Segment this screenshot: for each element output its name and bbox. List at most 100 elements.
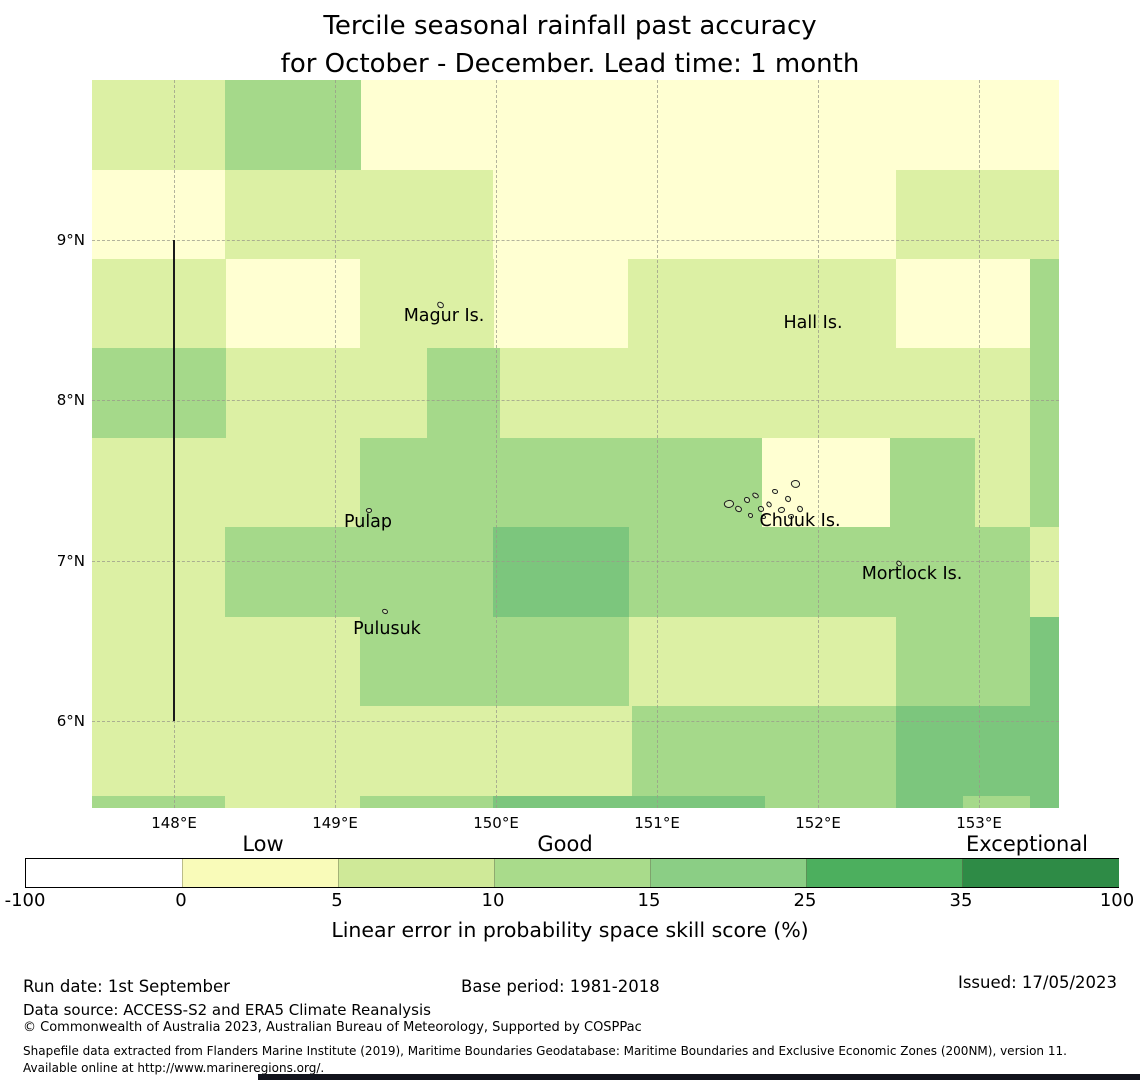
map-cell [896, 170, 1059, 259]
map-cell [975, 438, 1030, 527]
map-cell [629, 527, 1030, 617]
map-cell [1030, 438, 1059, 527]
colorbar-tick-label: 100 [1099, 890, 1135, 911]
bottom-window-bar [258, 1074, 1140, 1080]
x-axis-tick-label: 153°E [956, 814, 1002, 832]
map-cell [360, 796, 493, 808]
island-label: Mortlock Is. [861, 564, 963, 584]
map-cell [896, 706, 1059, 796]
chart-title-line1: Tercile seasonal rainfall past accuracy [323, 11, 817, 41]
island-label: Hall Is. [783, 313, 843, 333]
map-cell [493, 170, 896, 259]
copyright-text: © Commonwealth of Australia 2023, Austra… [23, 1020, 642, 1035]
latitude-gridline [92, 721, 1059, 722]
map-cell [92, 259, 226, 348]
meridian-148e-line [173, 240, 175, 721]
colorbar-segment [962, 859, 1119, 887]
colorbar-axis-label: Linear error in probability space skill … [331, 918, 809, 942]
map-cell [963, 796, 1030, 808]
map-cell [225, 796, 360, 808]
map-cell [890, 438, 975, 527]
map-cell [427, 348, 500, 438]
colorbar-segment [26, 859, 182, 887]
map-plot-area: Magur Is. Hall Is. Pulap Chuuk Is. Mortlock … [92, 80, 1059, 808]
island-label: Pulusuk [353, 619, 421, 639]
map-cell [92, 348, 226, 438]
map-cell [500, 348, 1030, 438]
colorbar-category-label: Low [242, 832, 284, 856]
map-cell [628, 259, 896, 348]
map-cell [360, 617, 629, 706]
colorbar-tick-label: 10 [481, 890, 505, 911]
map-cell [92, 617, 360, 706]
colorbar-tick-label: 25 [793, 890, 817, 911]
x-axis-tick-label: 151°E [634, 814, 680, 832]
latitude-gridline [92, 561, 1059, 562]
data-source-text: Data source: ACCESS-S2 and ERA5 Climate … [23, 1001, 431, 1019]
island-shape [748, 513, 753, 518]
map-cell [225, 80, 361, 170]
map-cell [896, 259, 1030, 348]
longitude-gridline [818, 80, 819, 808]
longitude-gridline [657, 80, 658, 808]
map-cell [92, 796, 225, 808]
colorbar [25, 858, 1119, 888]
island-label: Pulap [343, 512, 393, 532]
longitude-gridline [335, 80, 336, 808]
colorbar-tick-label: 5 [331, 890, 343, 911]
map-cell [360, 259, 494, 348]
map-cell [1030, 527, 1059, 617]
y-axis-tick-label: 7°N [56, 552, 85, 570]
colorbar-tick-label: 35 [949, 890, 973, 911]
map-cell [360, 438, 762, 527]
map-cell [92, 80, 225, 170]
shapefile-note-text: Shapefile data extracted from Flanders M… [23, 1044, 1067, 1076]
longitude-gridline [979, 80, 980, 808]
x-axis-tick-label: 149°E [312, 814, 358, 832]
map-cell [92, 527, 225, 617]
map-cell [225, 170, 493, 259]
map-cell [493, 796, 765, 808]
colorbar-tick-label: 15 [637, 890, 661, 911]
colorbar-category-label: Good [537, 832, 593, 856]
map-cell [92, 438, 360, 527]
map-cell [226, 348, 427, 438]
map-cell [1030, 259, 1059, 348]
y-axis-tick-label: 6°N [56, 712, 85, 730]
map-cell [632, 706, 896, 796]
y-axis-tick-label: 8°N [56, 391, 85, 409]
y-axis-tick-label: 9°N [56, 231, 85, 249]
colorbar-segment [338, 859, 495, 887]
x-axis-tick-label: 152°E [795, 814, 841, 832]
latitude-gridline [92, 240, 1059, 241]
x-axis-tick-label: 148°E [151, 814, 197, 832]
run-date-text: Run date: 1st September [23, 977, 230, 996]
map-cell [1030, 617, 1059, 706]
map-cell [493, 527, 629, 617]
map-cell [494, 259, 628, 348]
latitude-gridline [92, 400, 1059, 401]
map-cell [225, 527, 493, 617]
map-cell [226, 259, 360, 348]
colorbar-segment [182, 859, 339, 887]
map-cell [1030, 796, 1059, 808]
colorbar-category-label: Exceptional [965, 832, 1089, 856]
map-cell [361, 80, 1059, 170]
island-label: Chuuk Is. [759, 511, 841, 531]
colorbar-segment [650, 859, 807, 887]
longitude-gridline [496, 80, 497, 808]
map-cell [629, 617, 896, 706]
island-shape [761, 515, 766, 519]
base-period-text: Base period: 1981-2018 [461, 977, 660, 996]
map-cell [765, 796, 896, 808]
colorbar-tick-label: -100 [4, 890, 46, 911]
chart-title-line2: for October - December. Lead time: 1 mon… [280, 49, 860, 79]
colorbar-segment [494, 859, 651, 887]
map-cell [896, 617, 1030, 706]
colorbar-segment [806, 859, 963, 887]
island-shape [772, 489, 778, 494]
map-cell [1030, 348, 1059, 438]
island-shape [744, 497, 750, 503]
map-cell [896, 796, 963, 808]
